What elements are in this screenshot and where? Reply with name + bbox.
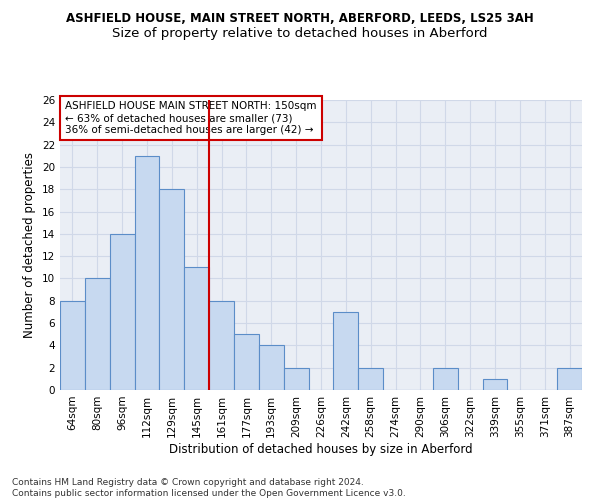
Bar	[134, 156, 160, 390]
Bar	[85, 278, 110, 390]
Bar	[259, 346, 284, 390]
Bar	[234, 334, 259, 390]
Bar	[110, 234, 134, 390]
Bar	[160, 189, 184, 390]
X-axis label: Distribution of detached houses by size in Aberford: Distribution of detached houses by size …	[169, 442, 473, 456]
Bar	[358, 368, 383, 390]
Bar	[209, 301, 234, 390]
Bar	[557, 368, 582, 390]
Text: Contains HM Land Registry data © Crown copyright and database right 2024.
Contai: Contains HM Land Registry data © Crown c…	[12, 478, 406, 498]
Bar	[184, 268, 209, 390]
Bar	[482, 379, 508, 390]
Text: ASHFIELD HOUSE MAIN STREET NORTH: 150sqm
← 63% of detached houses are smaller (7: ASHFIELD HOUSE MAIN STREET NORTH: 150sqm…	[65, 102, 317, 134]
Y-axis label: Number of detached properties: Number of detached properties	[23, 152, 37, 338]
Bar	[334, 312, 358, 390]
Bar	[60, 301, 85, 390]
Bar	[284, 368, 308, 390]
Bar	[433, 368, 458, 390]
Text: ASHFIELD HOUSE, MAIN STREET NORTH, ABERFORD, LEEDS, LS25 3AH: ASHFIELD HOUSE, MAIN STREET NORTH, ABERF…	[66, 12, 534, 26]
Text: Size of property relative to detached houses in Aberford: Size of property relative to detached ho…	[112, 28, 488, 40]
